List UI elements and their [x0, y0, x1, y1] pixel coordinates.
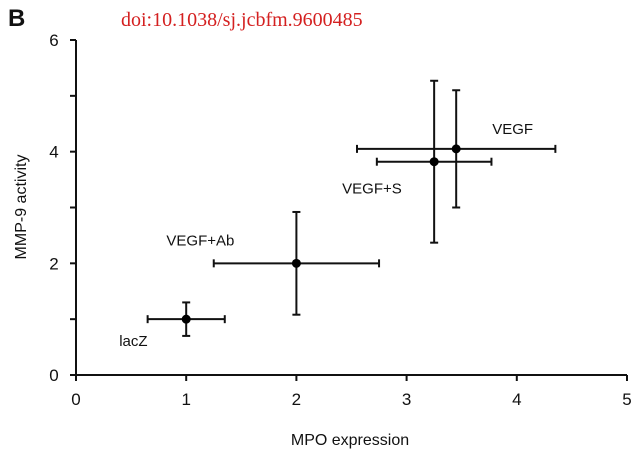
y-tick-label: 6 — [49, 31, 58, 50]
panel-label: B — [8, 5, 26, 32]
x-tick-label: 0 — [71, 390, 80, 409]
point-label: VEGF+S — [342, 181, 402, 198]
data-point — [429, 157, 439, 167]
point-label: VEGF — [492, 121, 533, 138]
data-point — [181, 314, 191, 324]
data-point-group: VEGF+S — [342, 79, 493, 244]
axes: 0 1 2 3 4 5 0 2 4 6 — [49, 31, 631, 409]
data-point — [291, 258, 301, 268]
y-tick-label: 0 — [49, 366, 58, 385]
x-axis-label: MPO expression — [291, 432, 409, 449]
data-point-group: VEGF+Ab — [166, 210, 381, 316]
data-point-group: VEGF — [356, 89, 557, 209]
x-tick-label: 3 — [402, 390, 411, 409]
x-tick-label: 4 — [512, 390, 521, 409]
y-tick-label: 4 — [49, 143, 58, 162]
y-axis-label: MMP-9 activity — [13, 155, 30, 260]
y-tick-label: 2 — [49, 254, 58, 273]
point-label: VEGF+Ab — [166, 232, 234, 249]
x-tick-label: 2 — [292, 390, 301, 409]
x-tick-label: 1 — [181, 390, 190, 409]
point-label: lacZ — [119, 333, 147, 350]
x-tick-label: 5 — [622, 390, 631, 409]
doi-watermark: doi:10.1038/sj.jcbfm.9600485 — [121, 9, 363, 31]
data-point — [451, 144, 461, 154]
data-point-group: lacZ — [119, 301, 226, 350]
data-marks: lacZ VEGF+Ab VEGF+S VEGF — [119, 79, 557, 350]
